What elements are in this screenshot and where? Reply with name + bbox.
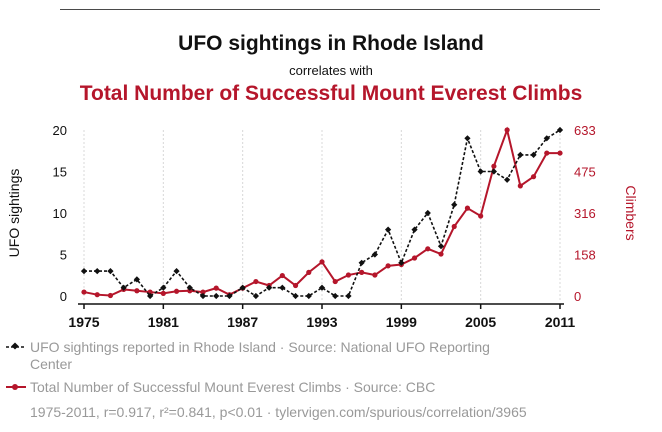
chart-title-secondary: Total Number of Successful Mount Everest… — [79, 82, 583, 105]
y-left-tick-label: 15 — [53, 165, 67, 180]
data-point-ufo — [292, 292, 299, 300]
data-point-everest — [517, 183, 523, 189]
data-point-everest — [504, 127, 510, 133]
x-tick-label: 2005 — [465, 314, 496, 330]
x-tick-label: 1999 — [386, 314, 417, 330]
chart-title: UFO sightings in Rhode Island — [178, 32, 484, 55]
data-point-ufo — [411, 226, 418, 233]
y-axis-left: 0 5 10 15 20 — [53, 123, 67, 304]
data-point-everest — [107, 292, 114, 299]
y-left-tick-label: 20 — [53, 123, 67, 138]
legend-ufo-line2: Center — [30, 356, 73, 372]
data-point-ufo — [80, 267, 88, 275]
data-point-everest — [464, 205, 471, 211]
data-point-ufo — [265, 284, 273, 291]
legend-marker-ufo — [6, 342, 26, 350]
data-point-ufo — [503, 176, 511, 183]
data-point-everest — [173, 288, 180, 294]
data-point-ufo — [464, 135, 471, 142]
x-tick-label: 1975 — [68, 314, 99, 330]
y-left-tick-label: 10 — [53, 206, 67, 221]
y-right-tick-label: 633 — [574, 123, 596, 138]
data-point-everest — [134, 288, 140, 294]
y-right-tick-label: 475 — [574, 164, 596, 179]
data-point-everest — [478, 213, 484, 219]
series-everest-climbs — [81, 126, 563, 299]
y-axis-left-label: UFO sightings — [6, 169, 22, 258]
chart-subtitle: correlates with — [289, 63, 373, 78]
x-tick-label: 1981 — [148, 314, 179, 330]
x-tick-label: 1993 — [306, 314, 337, 330]
data-point-everest — [557, 150, 563, 156]
grid-lines — [83, 130, 561, 302]
y-axis-right: 0 158 316 475 633 — [574, 123, 596, 304]
data-point-everest — [530, 174, 537, 180]
y-left-tick-label: 0 — [60, 289, 67, 304]
data-point-everest — [491, 163, 497, 169]
legend-marker-everest — [6, 384, 26, 390]
data-point-everest — [213, 285, 219, 291]
data-point-ufo — [318, 284, 326, 291]
data-point-everest — [345, 272, 352, 278]
data-point-ufo — [252, 292, 260, 300]
data-point-ufo — [358, 259, 365, 266]
data-point-everest — [253, 278, 259, 285]
y-right-tick-label: 316 — [574, 206, 596, 221]
legend-ufo: UFO sightings reported in Rhode Island ·… — [30, 339, 550, 373]
data-point-everest — [160, 290, 166, 296]
data-point-everest — [411, 255, 418, 261]
data-point-everest — [544, 150, 550, 156]
data-point-ufo — [173, 267, 180, 275]
series-ufo-sightings — [80, 126, 564, 300]
data-point-ufo — [239, 284, 246, 291]
data-point-ufo — [94, 267, 101, 275]
data-point-everest — [81, 289, 87, 295]
data-point-everest — [451, 223, 457, 230]
legend-everest: Total Number of Successful Mount Everest… — [30, 379, 436, 395]
data-point-everest — [292, 282, 299, 289]
data-point-everest — [385, 263, 391, 269]
data-point-ufo — [384, 226, 392, 233]
data-point-everest — [319, 259, 325, 265]
data-point-ufo — [451, 201, 458, 208]
x-tick-label: 2011 — [545, 314, 576, 330]
data-point-everest — [438, 251, 444, 257]
y-axis-right-label: Climbers — [623, 185, 639, 240]
data-point-ufo — [107, 267, 114, 275]
legend-ufo-line1: UFO sightings reported in Rhode Island ·… — [30, 339, 490, 355]
data-point-everest — [94, 292, 100, 298]
data-point-ufo — [279, 284, 286, 291]
data-point-everest — [279, 272, 285, 279]
y-right-tick-label: 158 — [574, 248, 596, 263]
data-point-ufo — [371, 251, 379, 258]
data-point-ufo — [398, 259, 405, 266]
data-point-ufo — [517, 151, 524, 159]
data-point-ufo — [213, 292, 220, 300]
data-point-ufo — [305, 292, 312, 300]
data-point-everest — [359, 269, 365, 275]
x-axis: 1975 1981 1987 1993 1999 2005 2011 — [68, 303, 576, 330]
data-point-everest — [425, 246, 431, 252]
data-point-ufo — [332, 292, 339, 300]
top-divider — [60, 9, 600, 10]
y-right-tick-label: 0 — [574, 289, 581, 304]
data-point-everest — [372, 272, 378, 278]
x-tick-label: 1987 — [227, 314, 258, 330]
data-point-ufo — [477, 168, 484, 175]
data-point-everest — [200, 289, 206, 295]
data-point-ufo — [345, 292, 352, 300]
data-point-everest — [306, 269, 312, 275]
data-point-everest — [332, 278, 338, 285]
y-left-tick-label: 5 — [60, 248, 67, 263]
legend-stats: 1975-2011, r=0.917, r²=0.841, p<0.01 · t… — [30, 404, 527, 420]
